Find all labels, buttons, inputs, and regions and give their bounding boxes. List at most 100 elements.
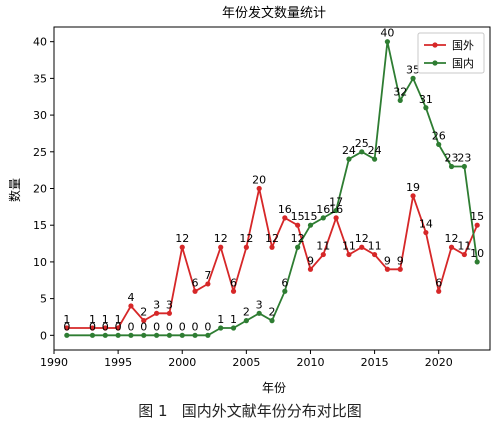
data-point: [218, 325, 224, 331]
legend-label: 国外: [452, 39, 474, 52]
x-tick-label: 2015: [361, 356, 389, 369]
data-label: 12: [175, 232, 189, 245]
data-label: 1: [217, 313, 224, 326]
data-label: 0: [192, 320, 199, 333]
data-point: [115, 332, 121, 338]
data-point: [333, 207, 339, 214]
data-label: 15: [470, 210, 484, 223]
data-label: 10: [470, 247, 484, 260]
data-label: 2: [269, 306, 276, 319]
data-point: [64, 332, 70, 338]
y-tick-label: 30: [33, 109, 47, 122]
data-point: [115, 325, 121, 331]
data-point: [179, 332, 185, 338]
data-point: [295, 222, 301, 228]
data-label: 3: [256, 298, 263, 311]
data-label: 0: [204, 320, 211, 333]
data-point: [423, 229, 429, 236]
series-lines: [64, 39, 480, 338]
data-point: [269, 244, 275, 250]
data-point: [153, 310, 160, 316]
x-axis-label: 年份: [262, 381, 286, 395]
y-tick-label: 20: [33, 183, 47, 196]
data-point: [166, 310, 173, 316]
axis-ticks: 1990 1995 2000 2005 2010 2015 2020051015202530…: [33, 36, 453, 369]
data-point: [410, 193, 416, 199]
data-point: [474, 222, 480, 228]
data-point: [423, 105, 429, 111]
y-tick-label: 10: [33, 256, 47, 269]
data-label: 1: [63, 313, 70, 326]
data-point: [410, 75, 416, 81]
data-point: [230, 288, 237, 294]
y-tick-label: 15: [33, 219, 47, 232]
data-label: 31: [419, 93, 433, 106]
data-label: 12: [265, 232, 279, 245]
data-point: [359, 244, 365, 250]
data-point: [436, 288, 442, 294]
data-label: 9: [397, 254, 404, 267]
data-label: 11: [316, 240, 330, 253]
data-label: 24: [368, 144, 382, 157]
data-point: [371, 251, 378, 258]
x-tick-label: 2005: [232, 356, 260, 369]
x-tick-label: 1990: [40, 356, 68, 369]
figure-caption: 图 1 国内外文献年份分布对比图: [138, 402, 362, 420]
data-point: [141, 332, 147, 338]
data-point: [359, 149, 365, 155]
data-point: [448, 244, 455, 250]
y-tick-label: 40: [33, 36, 47, 49]
data-label: 11: [368, 240, 382, 253]
data-label: 20: [252, 174, 266, 187]
data-label: 3: [166, 298, 173, 311]
data-point: [256, 185, 262, 192]
data-point: [397, 97, 403, 104]
data-label: 14: [419, 218, 433, 231]
data-label: 25: [355, 137, 369, 150]
data-label: 4: [127, 291, 134, 304]
y-tick-label: 25: [33, 146, 47, 159]
data-label: 0: [179, 320, 186, 333]
y-tick-label: 5: [40, 293, 47, 306]
data-label: 0: [140, 320, 147, 333]
data-point: [320, 251, 326, 258]
y-axis-label: 数量: [7, 178, 22, 202]
data-label: 6: [192, 276, 199, 289]
data-point: [307, 222, 314, 228]
plot-area-frame: [53, 26, 491, 351]
data-label: 1: [115, 313, 122, 326]
data-point: [282, 215, 288, 221]
legend-marker: [432, 60, 438, 66]
data-label: 15: [291, 210, 305, 223]
data-point: [230, 325, 237, 331]
data-point: [179, 244, 185, 250]
data-label: 40: [380, 27, 394, 40]
data-point: [461, 251, 467, 258]
data-point: [89, 325, 96, 331]
data-label: 2: [243, 306, 250, 319]
data-point: [320, 215, 326, 221]
data-point: [346, 156, 352, 162]
data-point: [295, 244, 301, 250]
data-point: [384, 39, 391, 45]
data-label: 0: [115, 320, 122, 333]
data-point: [371, 156, 378, 162]
data-label: 3: [153, 298, 160, 311]
data-point: [397, 266, 403, 272]
data-label: 32: [393, 85, 407, 98]
data-point: [474, 259, 480, 265]
data-point: [141, 318, 147, 324]
data-point: [102, 325, 108, 331]
data-label: 24: [342, 144, 356, 157]
data-point: [243, 318, 249, 324]
data-point: [269, 318, 275, 324]
data-point: [192, 288, 198, 294]
data-label: 1: [230, 313, 237, 326]
data-label: 12: [291, 232, 305, 245]
data-label: 11: [457, 240, 471, 253]
data-label: 7: [204, 269, 211, 282]
data-point: [153, 332, 160, 338]
legend-label: 国内: [452, 56, 474, 70]
